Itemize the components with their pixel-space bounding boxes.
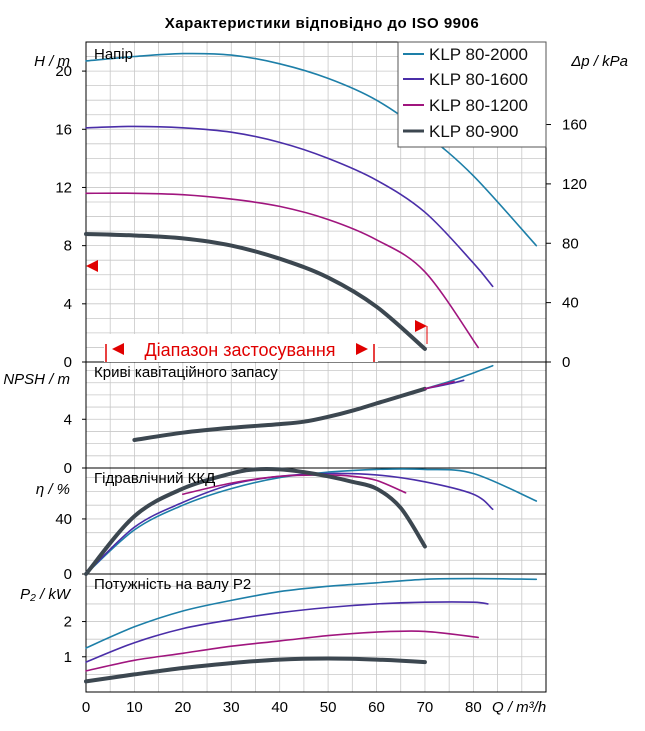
- y2-tick-label: 0: [562, 354, 570, 371]
- x-tick-label: 30: [223, 699, 240, 716]
- x-tick-label: 40: [271, 699, 288, 716]
- y-tick-label-head: 4: [64, 296, 72, 313]
- head-marker-right: [415, 320, 427, 332]
- y-tick-label-head: 20: [55, 63, 72, 80]
- y-tick-label-npsh: 0: [64, 460, 72, 477]
- y2-tick-label: 80: [562, 235, 579, 252]
- series-line-power-klp-80-1200: [85, 630, 479, 672]
- panel-title-power: Потужність на валу P2: [94, 576, 251, 593]
- series-line-npsh-klp-80-2000: [424, 364, 494, 390]
- y-tick-label-eff: 0: [64, 566, 72, 583]
- x-axis-label: Q / m³/h: [492, 699, 546, 716]
- y-axis-label-power: P₂ / kW: [20, 586, 72, 603]
- x-tick-label: 50: [320, 699, 337, 716]
- application-range-left-arrow: [112, 343, 124, 355]
- text-layer: 0 10 20 30 40 50 60 70 8004812162004080120160040…: [55, 63, 587, 716]
- legend-entry-klp-80-2000: KLP 80-2000: [429, 45, 528, 64]
- series-line-head-klp-80-1200: [85, 192, 479, 349]
- application-range: Діапазон застосування: [86, 260, 428, 362]
- application-range-label: Діапазон застосування: [144, 340, 335, 360]
- series-line-eff-klp-80-900: [84, 466, 427, 576]
- x-tick-label: 60: [368, 699, 385, 716]
- y-tick-label-head: 8: [64, 238, 72, 255]
- y-axis-label-efficiency: η / %: [36, 481, 70, 498]
- y-tick-label-power: 1: [64, 649, 72, 666]
- panel-title-head: Напір: [94, 46, 133, 63]
- y-axis-label-head: H / m: [34, 53, 70, 70]
- series-line-head-klp-80-2000: [85, 52, 538, 247]
- y2-tick-label: 160: [562, 117, 587, 134]
- series-line-npsh-klp-80-900: [132, 386, 427, 442]
- head-marker-left: [86, 260, 98, 272]
- y-axis-label-npsh: NPSH / m: [3, 371, 70, 388]
- series-layer: [84, 52, 538, 684]
- y-tick-label-head: 12: [55, 179, 72, 196]
- y-tick-label-head: 0: [64, 354, 72, 371]
- y-tick-label-eff: 40: [55, 511, 72, 528]
- series-line-power-klp-80-2000: [85, 577, 538, 649]
- series-line-power-klp-80-1600: [85, 601, 489, 663]
- series-line-head-klp-80-1600: [85, 125, 494, 288]
- series-line-power-klp-80-900: [84, 656, 427, 684]
- legend: KLP 80-2000 KLP 80-1600 KLP 80-1200 KLP …: [397, 41, 547, 148]
- panel-title-npsh: Криві кавітаційного запасу: [94, 364, 278, 381]
- application-range-background: [104, 334, 378, 362]
- legend-entry-klp-80-1600: KLP 80-1600: [429, 70, 528, 89]
- x-tick-label: 0: [82, 699, 90, 716]
- legend-entry-klp-80-1200: KLP 80-1200: [429, 96, 528, 115]
- y2-tick-label: 40: [562, 295, 579, 312]
- panel-title-efficiency: Гідравлічний ККД: [94, 470, 215, 487]
- y-tick-label-head: 16: [55, 121, 72, 138]
- y2-tick-label: 120: [562, 176, 587, 193]
- chart-title: Характеристики відповідно до ISO 9906: [165, 15, 479, 32]
- y-tick-label-npsh: 4: [64, 411, 72, 428]
- x-tick-label: 80: [465, 699, 482, 716]
- y-tick-label-power: 2: [64, 614, 72, 631]
- series-line-eff-klp-80-1600: [85, 472, 494, 575]
- x-tick-label: 10: [126, 699, 143, 716]
- y2-axis-label-head: Δp / kPa: [570, 53, 628, 70]
- x-tick-label: 70: [417, 699, 434, 716]
- x-tick-label: 20: [174, 699, 191, 716]
- series-line-npsh-klp-80-1200: [424, 380, 455, 390]
- panel-frame-power: [85, 573, 547, 693]
- legend-entry-klp-80-900: KLP 80-900: [429, 122, 518, 141]
- application-range-right-arrow: [356, 343, 368, 355]
- series-line-head-klp-80-900: [84, 232, 427, 351]
